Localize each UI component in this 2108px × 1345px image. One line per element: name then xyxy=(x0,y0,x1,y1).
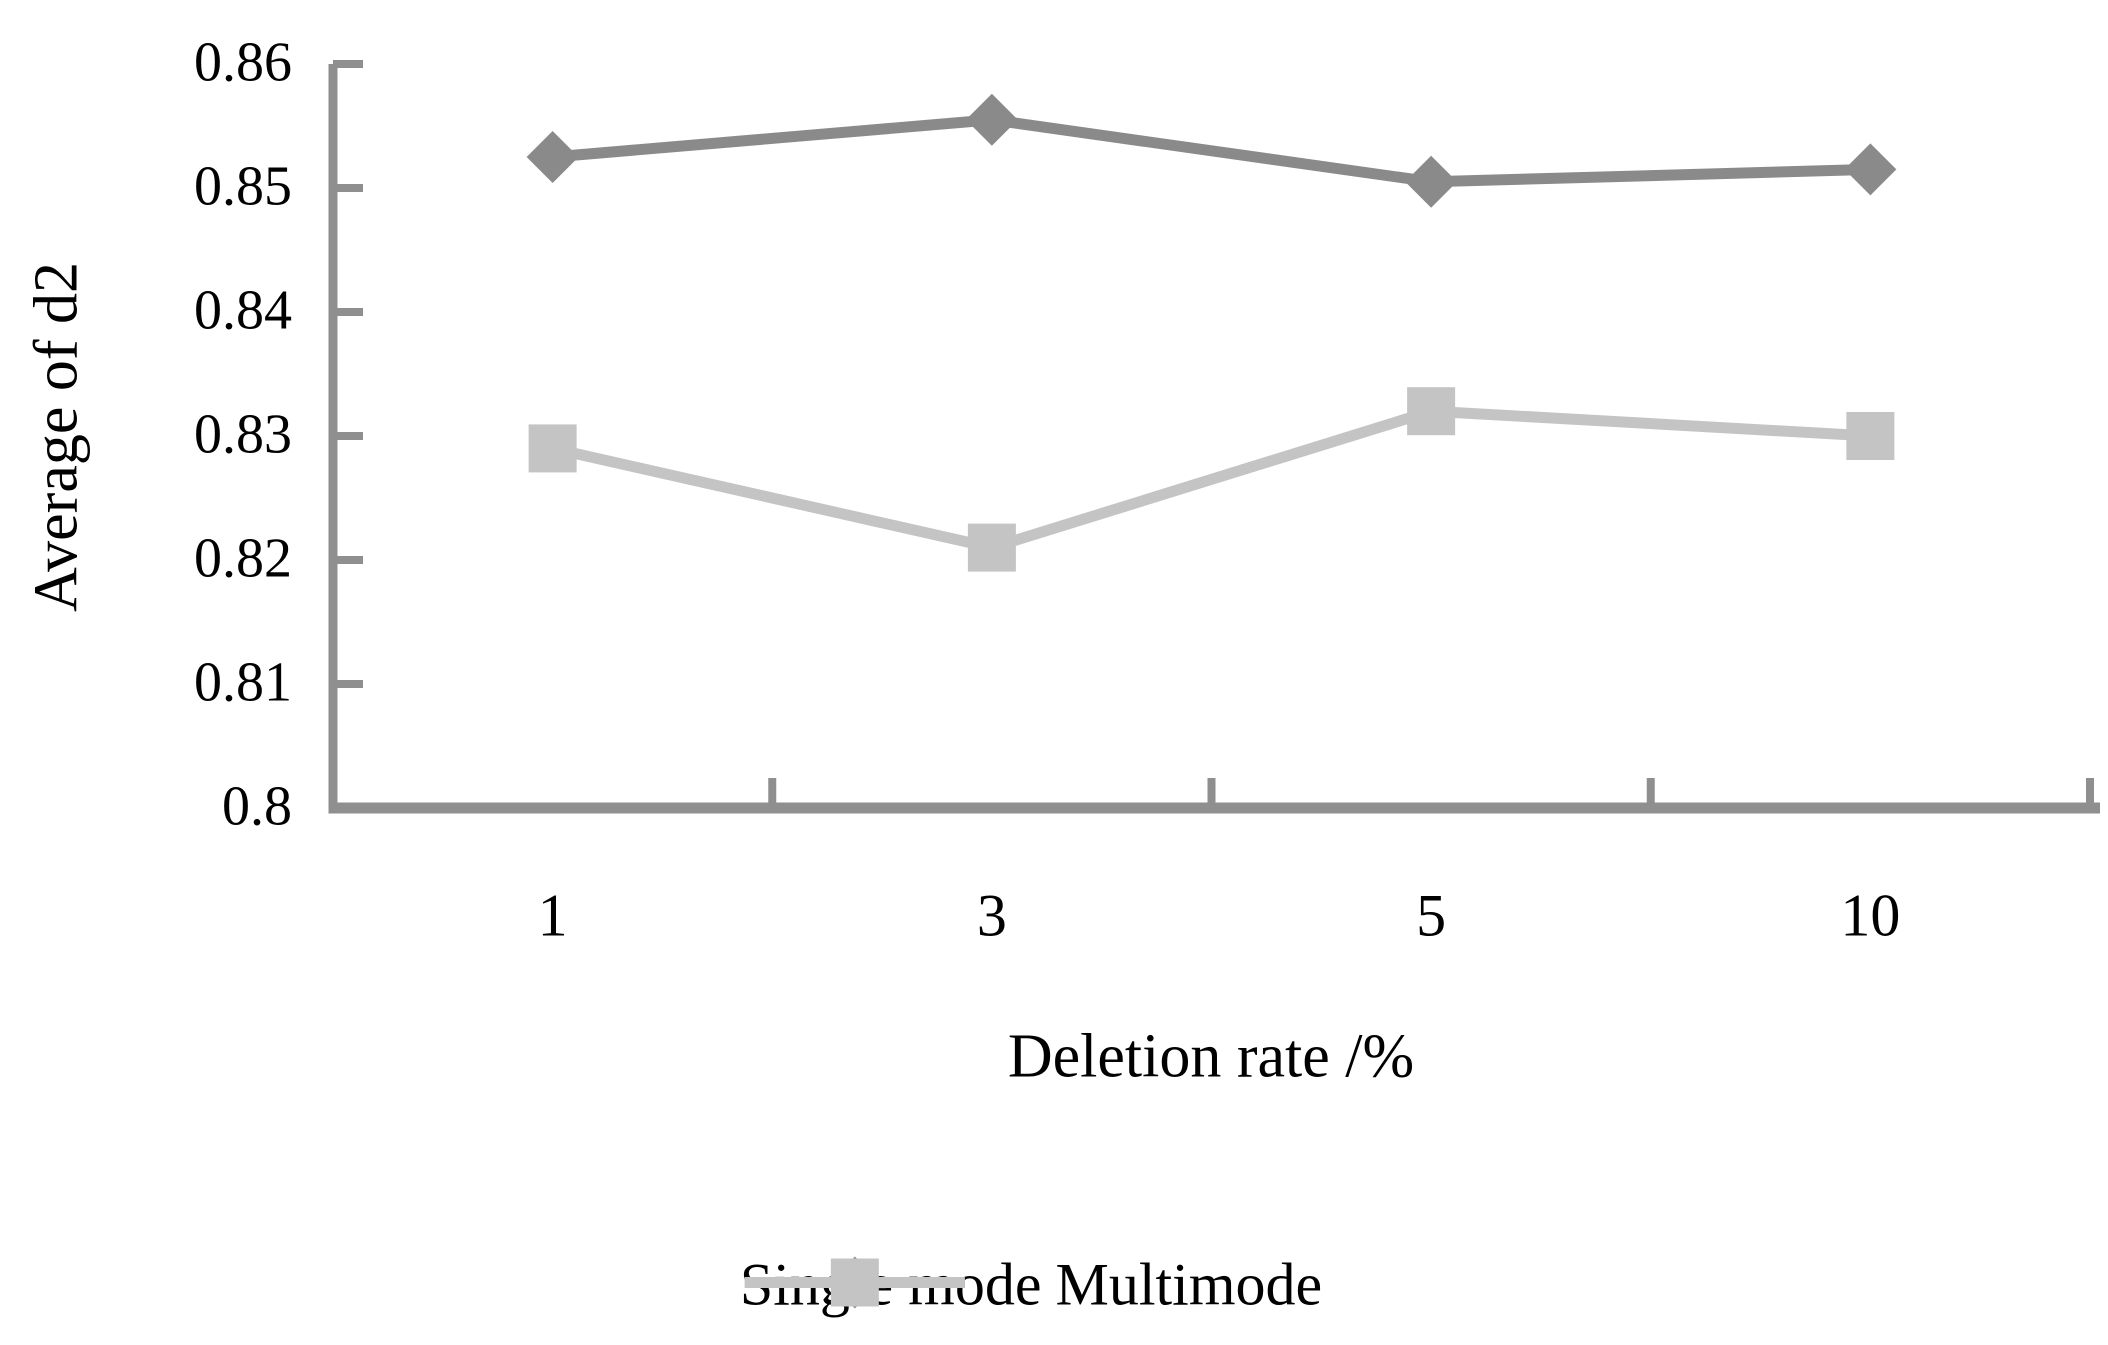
x-tick-label: 1 xyxy=(537,882,568,949)
data-point-marker xyxy=(528,424,577,473)
legend-item-multimode: Multimode xyxy=(744,1251,1323,1320)
y-tick-label: 0.83 xyxy=(194,403,292,466)
legend-swatch-multimode xyxy=(744,1258,965,1307)
data-point-marker xyxy=(1407,387,1456,436)
x-axis-title: Deletion rate /% xyxy=(1007,1022,1415,1091)
y-tick-label: 0.86 xyxy=(194,31,292,94)
data-point-marker xyxy=(965,93,1018,146)
y-tick-label: 0.84 xyxy=(194,279,292,342)
legend: Single mode Multimode xyxy=(740,1251,1322,1320)
legend-label-multimode: Multimode xyxy=(1055,1251,1323,1318)
x-tick-label: 5 xyxy=(1416,882,1447,949)
data-point-marker xyxy=(1846,412,1895,460)
y-tick-label: 0.82 xyxy=(194,527,292,590)
series-line-multimode xyxy=(551,405,1871,554)
y-axis-title: Average of d2 xyxy=(22,261,91,613)
y-tick-label: 0.85 xyxy=(194,155,292,218)
y-tick-label: 0.8 xyxy=(222,775,292,838)
x-tick-label: 3 xyxy=(976,882,1007,949)
data-point-marker xyxy=(1844,143,1897,196)
data-point-marker xyxy=(1405,155,1458,208)
series-line-single-mode xyxy=(552,114,1871,188)
y-tick-label: 0.81 xyxy=(194,651,292,714)
x-tick-label: 10 xyxy=(1840,882,1901,949)
data-point-marker xyxy=(526,131,579,183)
data-point-marker xyxy=(967,523,1016,572)
